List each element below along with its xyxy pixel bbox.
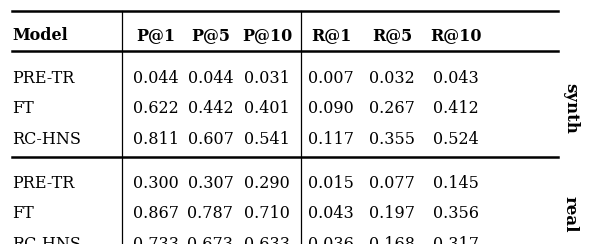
Text: 0.811: 0.811 xyxy=(132,131,179,148)
Text: 0.168: 0.168 xyxy=(369,236,415,244)
Text: 0.710: 0.710 xyxy=(244,205,290,223)
Text: 0.307: 0.307 xyxy=(187,175,234,192)
Text: 0.043: 0.043 xyxy=(433,70,479,87)
Text: 0.355: 0.355 xyxy=(369,131,415,148)
Text: 0.032: 0.032 xyxy=(370,70,415,87)
Text: P@5: P@5 xyxy=(191,27,230,44)
Text: 0.317: 0.317 xyxy=(433,236,479,244)
Text: P@10: P@10 xyxy=(242,27,292,44)
Text: 0.633: 0.633 xyxy=(244,236,290,244)
Text: PRE-TR: PRE-TR xyxy=(12,70,74,87)
Text: 0.733: 0.733 xyxy=(132,236,179,244)
Text: R@10: R@10 xyxy=(431,27,482,44)
Text: 0.077: 0.077 xyxy=(369,175,415,192)
Text: 0.036: 0.036 xyxy=(308,236,354,244)
Text: P@1: P@1 xyxy=(136,27,175,44)
Text: 0.044: 0.044 xyxy=(188,70,233,87)
Text: 0.622: 0.622 xyxy=(133,100,179,117)
Text: 0.607: 0.607 xyxy=(187,131,234,148)
Text: 0.290: 0.290 xyxy=(244,175,290,192)
Text: R@1: R@1 xyxy=(311,27,351,44)
Text: 0.401: 0.401 xyxy=(244,100,290,117)
Text: Model: Model xyxy=(12,27,68,44)
Text: FT: FT xyxy=(12,205,34,223)
Text: 0.197: 0.197 xyxy=(369,205,415,223)
Text: 0.267: 0.267 xyxy=(369,100,415,117)
Text: 0.117: 0.117 xyxy=(308,131,354,148)
Text: 0.541: 0.541 xyxy=(244,131,290,148)
Text: PRE-TR: PRE-TR xyxy=(12,175,74,192)
Text: 0.145: 0.145 xyxy=(433,175,479,192)
Text: 0.412: 0.412 xyxy=(433,100,479,117)
Text: 0.090: 0.090 xyxy=(309,100,354,117)
Text: 0.867: 0.867 xyxy=(132,205,179,223)
Text: FT: FT xyxy=(12,100,34,117)
Text: 0.442: 0.442 xyxy=(188,100,233,117)
Text: 0.044: 0.044 xyxy=(133,70,178,87)
Text: synth: synth xyxy=(562,83,579,134)
Text: 0.524: 0.524 xyxy=(433,131,479,148)
Text: RC-HNS: RC-HNS xyxy=(12,131,81,148)
Text: 0.300: 0.300 xyxy=(133,175,179,192)
Text: 0.043: 0.043 xyxy=(309,205,354,223)
Text: RC-HNS: RC-HNS xyxy=(12,236,81,244)
Text: real: real xyxy=(562,196,579,232)
Text: R@5: R@5 xyxy=(372,27,412,44)
Text: 0.787: 0.787 xyxy=(187,205,234,223)
Text: 0.015: 0.015 xyxy=(308,175,354,192)
Text: 0.031: 0.031 xyxy=(244,70,290,87)
Text: 0.673: 0.673 xyxy=(187,236,234,244)
Text: 0.007: 0.007 xyxy=(309,70,354,87)
Text: 0.356: 0.356 xyxy=(433,205,479,223)
